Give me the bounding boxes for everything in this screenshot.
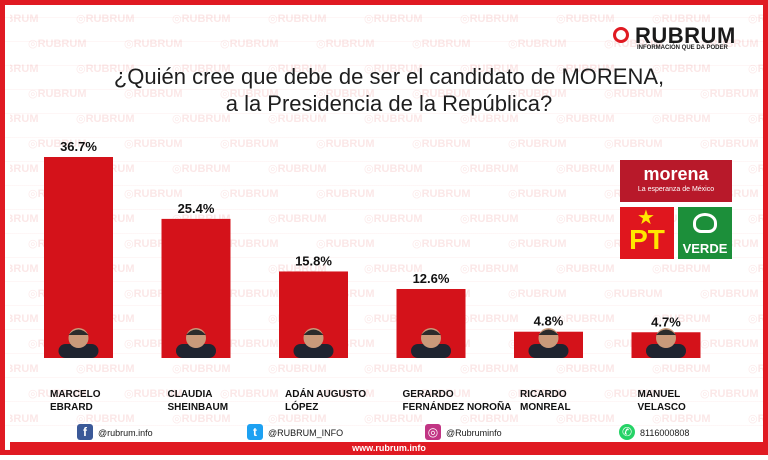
category-label: MANUEL: [638, 389, 681, 400]
twitter-text: @RUBRUM_INFO: [268, 428, 344, 438]
morena-logo: morena La esperanza de México: [620, 160, 732, 202]
category-label: GERARDO: [403, 389, 454, 400]
facebook-text: @rubrum.info: [98, 428, 153, 438]
bar: [44, 157, 113, 358]
brand-tagline: INFORMACIÓN QUE DA PODER: [637, 45, 728, 51]
title-line-2: a la Presidencia de la República?: [225, 91, 553, 116]
candidate-avatar: [176, 328, 216, 358]
category-label: LÓPEZ: [285, 400, 318, 413]
pt-name: PT: [629, 224, 665, 255]
category-label: MONREAL: [520, 402, 571, 413]
morena-name: morena: [643, 164, 709, 184]
candidate-avatar: [528, 328, 569, 358]
instagram-text: @Rubruminfo: [446, 428, 502, 438]
category-label: ADÁN AUGUSTO: [285, 387, 366, 400]
bar-value-label: 12.6%: [413, 271, 450, 286]
candidate-avatar: [646, 328, 686, 358]
bar-chart: 36.7% MARCELO EBRARD 25.4% CLAUDIA SHEINBAUM 1…: [44, 139, 701, 413]
category-label: VELASCO: [638, 402, 687, 413]
whatsapp-icon: ✆: [619, 424, 635, 440]
pt-logo: ★ PT: [620, 207, 674, 259]
instagram-icon: ◎: [425, 424, 441, 440]
star-icon: ★: [637, 207, 655, 229]
category-label: SHEINBAUM: [168, 402, 229, 413]
candidate-avatar: [58, 328, 99, 358]
category-label: CLAUDIA: [168, 389, 213, 400]
bar-value-label: 15.8%: [295, 253, 332, 268]
category-label: RICARDO: [520, 389, 567, 400]
verde-logo: VERDE: [678, 207, 732, 259]
category-label: EBRARD: [50, 402, 93, 413]
bar-value-label: 4.8%: [534, 314, 564, 329]
candidate-avatar: [293, 328, 334, 358]
toucan-icon: [693, 213, 717, 233]
category-label: MARCELO: [50, 389, 101, 400]
twitter-icon: t: [247, 424, 263, 440]
facebook-icon: f: [77, 424, 93, 440]
morena-slogan: La esperanza de México: [637, 186, 715, 193]
bar-value-label: 25.4%: [178, 201, 215, 216]
footer-website-bar: www.rubrum.info: [10, 442, 768, 455]
candidate-avatar: [411, 328, 451, 358]
category-label: FERNÁNDEZ NOROÑA: [403, 400, 512, 413]
chart-title: ¿Quién cree que debe de ser el candidato…: [5, 63, 768, 117]
logo-ring-icon: [613, 27, 629, 43]
title-line-1: ¿Quién cree que debe de ser el candidato…: [113, 64, 665, 89]
bar-value-label: 36.7%: [60, 139, 97, 154]
verde-name: VERDE: [682, 241, 728, 256]
website-link[interactable]: www.rubrum.info: [352, 443, 426, 453]
brand-name: RUBRUM: [635, 23, 736, 48]
whatsapp-text: 8116000808: [640, 428, 690, 438]
party-logos: morena La esperanza de México ★ PT VERDE: [620, 160, 732, 260]
bar-value-label: 4.7%: [651, 314, 681, 329]
rubrum-logo: RUBRUM INFORMACIÓN QUE DA PODER: [613, 23, 736, 53]
